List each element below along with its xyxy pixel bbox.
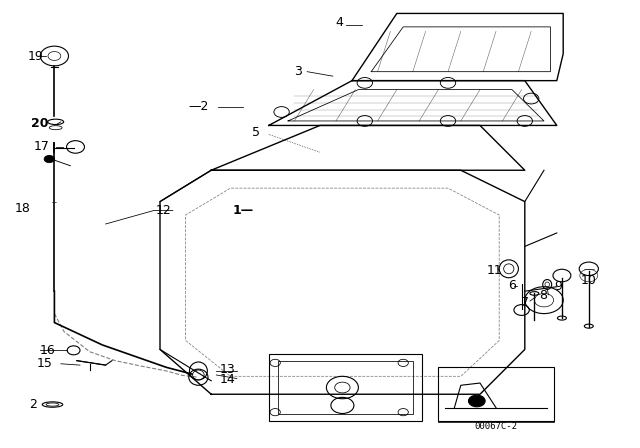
Text: 13: 13 <box>220 363 235 376</box>
Bar <box>269 354 422 421</box>
Circle shape <box>44 155 54 163</box>
Text: 7: 7 <box>521 296 529 309</box>
Text: 1—: 1— <box>232 204 254 217</box>
Text: 8: 8 <box>539 289 547 302</box>
Text: 3: 3 <box>294 65 301 78</box>
Text: 20: 20 <box>31 116 49 130</box>
Text: 5: 5 <box>252 125 260 139</box>
Text: 11: 11 <box>487 263 502 277</box>
Text: 16: 16 <box>40 344 56 357</box>
Circle shape <box>468 395 485 407</box>
Text: 12: 12 <box>156 204 171 217</box>
Bar <box>278 361 413 414</box>
Text: 00067C-2: 00067C-2 <box>474 422 518 431</box>
Text: —2: —2 <box>188 100 209 113</box>
Text: 15: 15 <box>37 357 52 370</box>
Text: 19: 19 <box>28 49 43 63</box>
Text: 18: 18 <box>15 202 30 215</box>
Text: 2: 2 <box>29 398 37 411</box>
Text: 4: 4 <box>335 16 343 29</box>
Bar <box>438 367 554 421</box>
Text: 6: 6 <box>508 279 516 293</box>
Text: 10: 10 <box>581 273 596 287</box>
Text: 14: 14 <box>220 373 235 386</box>
Text: 17: 17 <box>34 140 49 154</box>
Text: 9: 9 <box>554 280 562 293</box>
